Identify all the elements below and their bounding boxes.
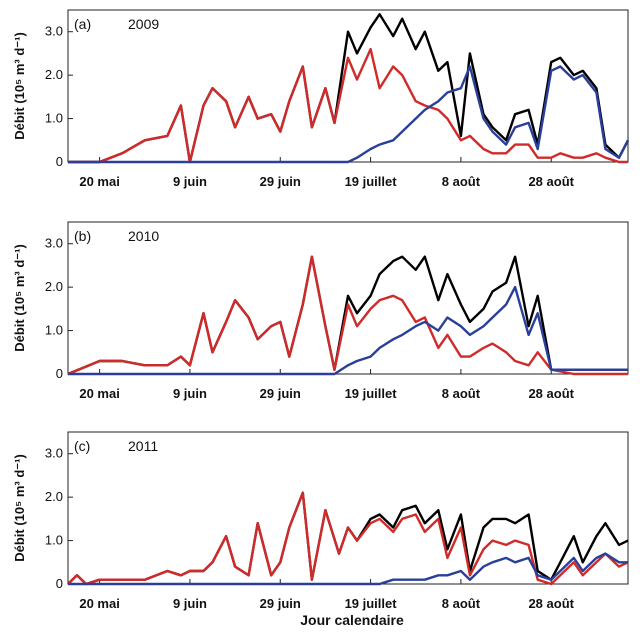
series-red-line bbox=[67, 491, 629, 586]
panel-1: 0 1.0 2.0 3.0 20 mai 9 juin 29 juin 19 juillet 8… bbox=[12, 9, 630, 189]
x-tick-label: 8 août bbox=[442, 174, 481, 189]
series-total-line bbox=[67, 491, 629, 586]
panel-year: 2010 bbox=[128, 228, 159, 244]
panel-label: (c) bbox=[74, 438, 90, 454]
x-tick-label: 9 juin bbox=[173, 386, 207, 401]
x-tick-label: 19 juillet bbox=[345, 174, 398, 189]
panel-label: (b) bbox=[74, 228, 91, 244]
x-tick-label: 8 août bbox=[442, 596, 481, 611]
x-tick-label: 28 août bbox=[528, 174, 574, 189]
x-tick-label: 28 août bbox=[528, 596, 574, 611]
y-tick-label: 3.0 bbox=[45, 236, 63, 251]
series-red-line bbox=[68, 47, 628, 164]
series-blue-line bbox=[68, 552, 628, 586]
panel-frame bbox=[67, 431, 629, 585]
y-tick-label: 0 bbox=[56, 576, 63, 591]
y-tick-label: 0 bbox=[56, 154, 63, 169]
panel-2: 0 1.0 2.0 3.0 20 mai 9 juin 29 juin 19 juillet 8… bbox=[12, 221, 629, 401]
panel-3: 0 1.0 2.0 3.0 20 mai 9 juin 29 juin 19 juillet 8… bbox=[12, 431, 629, 611]
x-tick-label: 19 juillet bbox=[345, 386, 398, 401]
y-tick-label: 3.0 bbox=[45, 24, 63, 39]
y-tick-label: 1.0 bbox=[45, 533, 63, 548]
x-tick-label: 20 mai bbox=[79, 596, 119, 611]
series-blue-line bbox=[68, 65, 630, 164]
y-tick-label: 2.0 bbox=[45, 67, 63, 82]
y-axis-title: Débit (10⁵ m³ d⁻¹) bbox=[12, 454, 27, 562]
panel-label: (a) bbox=[74, 16, 91, 32]
series-blue-line bbox=[68, 285, 628, 376]
x-tick-label: 29 juin bbox=[260, 386, 301, 401]
y-axis-title: Débit (10⁵ m³ d⁻¹) bbox=[12, 32, 27, 140]
x-tick-label: 28 août bbox=[528, 386, 574, 401]
x-tick-label: 9 juin bbox=[173, 596, 207, 611]
x-tick-label: 9 juin bbox=[173, 174, 207, 189]
y-tick-label: 2.0 bbox=[45, 489, 63, 504]
x-tick-label: 29 juin bbox=[260, 174, 301, 189]
x-tick-label: 29 juin bbox=[260, 596, 301, 611]
series-red-line bbox=[67, 255, 628, 376]
y-tick-label: 2.0 bbox=[45, 279, 63, 294]
x-tick-label: 20 mai bbox=[79, 174, 119, 189]
y-tick-label: 1.0 bbox=[45, 323, 63, 338]
y-tick-label: 0 bbox=[56, 366, 63, 381]
panel-year: 2009 bbox=[128, 16, 159, 32]
x-axis-title: Jour calendaire bbox=[300, 612, 404, 628]
x-tick-label: 8 août bbox=[442, 386, 481, 401]
x-tick-label: 20 mai bbox=[79, 386, 119, 401]
y-tick-label: 3.0 bbox=[45, 446, 63, 461]
series-total-line bbox=[67, 255, 628, 376]
y-axis-title: Débit (10⁵ m³ d⁻¹) bbox=[12, 244, 27, 352]
panel-frame bbox=[67, 221, 629, 375]
y-tick-label: 1.0 bbox=[45, 111, 63, 126]
panel-year: 2011 bbox=[128, 438, 158, 454]
x-tick-label: 19 juillet bbox=[345, 596, 398, 611]
